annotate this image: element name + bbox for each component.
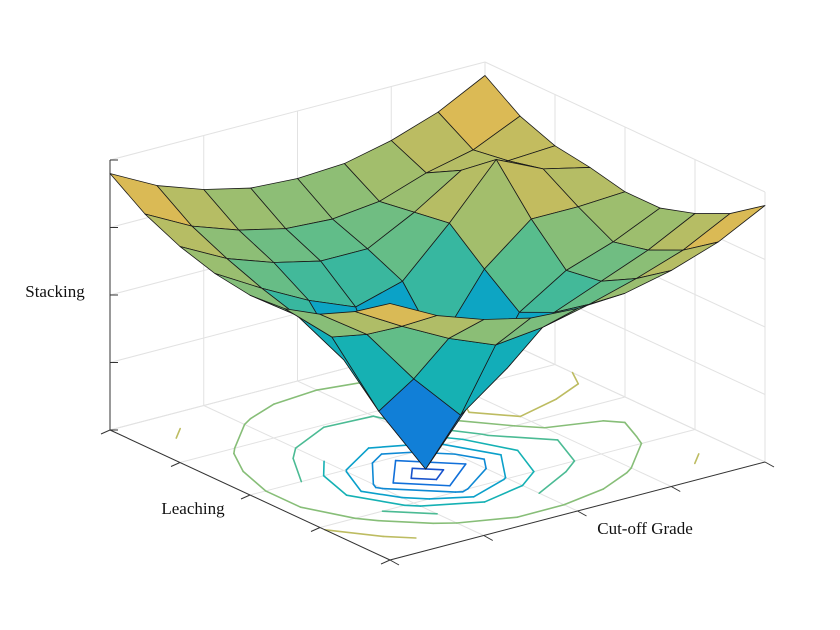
contour-segment: [410, 477, 438, 481]
contour-segment: [294, 426, 325, 449]
contour-segment: [516, 503, 565, 518]
tick-mark: [764, 461, 775, 468]
contour-segment: [381, 487, 457, 493]
contour-segment: [345, 494, 406, 507]
contour-segment: [602, 471, 628, 490]
contour-segment: [360, 490, 403, 499]
grid-line: [484, 331, 766, 463]
contour-segment: [381, 510, 438, 515]
contour-segment: [401, 496, 431, 500]
z-axis-label: Stacking: [25, 282, 85, 301]
contour-segment: [565, 460, 576, 473]
contour-segment: [264, 490, 302, 508]
grid-line: [484, 61, 766, 193]
contour-segment: [472, 478, 505, 498]
contour-segment: [233, 452, 244, 473]
contour-segment: [516, 449, 535, 473]
contour-segment: [410, 467, 414, 480]
contour-segment: [563, 488, 605, 506]
contour-segment: [292, 457, 303, 483]
y-axis-label: Leaching: [161, 499, 225, 518]
contour-segment: [411, 467, 445, 471]
contour-segment: [624, 421, 638, 438]
contour-segment: [380, 451, 415, 455]
contour-segment: [467, 467, 487, 490]
x-axis-label: Cut-off Grade: [597, 519, 693, 538]
contour-segment: [556, 439, 576, 462]
contour-segment: [442, 443, 502, 456]
contour-segment: [462, 488, 469, 493]
contour-segment: [354, 517, 380, 522]
tick-mark: [577, 510, 587, 517]
contour-segment: [449, 463, 467, 487]
contour-segment: [483, 484, 524, 503]
contour-segment: [249, 403, 275, 420]
contour-segment: [435, 469, 445, 481]
tick-mark: [240, 494, 251, 500]
contour-segment: [345, 470, 362, 493]
contour-segment: [233, 447, 236, 455]
contour-segment: [175, 427, 182, 439]
contour-segment: [404, 504, 422, 507]
tick-mark: [483, 535, 493, 541]
contour-segment: [462, 438, 519, 452]
contour-segment: [693, 453, 700, 465]
contour-segment: [454, 453, 486, 460]
contour-segment: [382, 535, 417, 539]
contour-segment: [487, 434, 559, 441]
tick-mark: [170, 462, 181, 467]
contour-segment: [602, 420, 626, 424]
contour-segment: [345, 447, 370, 471]
contour-segment: [299, 506, 356, 520]
contour-segment: [456, 516, 519, 524]
contour-segment: [483, 458, 487, 470]
tick-mark: [100, 429, 111, 435]
tick-mark: [310, 527, 321, 532]
contour-segment: [635, 435, 643, 445]
contour-segment: [428, 496, 475, 500]
contour-segment: [543, 420, 604, 429]
contour-segment: [630, 442, 643, 469]
grid-line: [319, 429, 696, 528]
contour-segment: [468, 411, 522, 418]
contour-segment: [538, 470, 567, 495]
contour-segment: [242, 470, 267, 492]
contour-segment: [392, 482, 451, 487]
contour-segment: [322, 474, 348, 496]
contour-segment: [377, 519, 434, 525]
contour-segment: [273, 389, 318, 405]
contour-segment: [481, 433, 489, 437]
contour-segment: [392, 459, 397, 484]
grid-line: [109, 61, 486, 161]
contour-segment: [371, 453, 383, 464]
contour-segment: [323, 415, 375, 429]
contour-segment: [324, 529, 384, 538]
contour-segment: [500, 454, 507, 479]
contour-segment: [419, 501, 486, 507]
tick-mark: [380, 559, 391, 565]
contour-segment: [454, 419, 516, 427]
tick-mark: [389, 559, 400, 566]
contour-segment: [519, 398, 558, 418]
contour-segment: [375, 486, 384, 490]
contour-segment: [626, 467, 633, 474]
contour-segment: [521, 470, 535, 487]
surface-patch: [354, 303, 438, 327]
contour-segment: [292, 447, 297, 460]
contour-segment: [571, 371, 580, 385]
contour-segment: [243, 417, 252, 426]
tick-mark: [671, 486, 681, 492]
contour-segment: [233, 423, 246, 450]
contour-segment: [371, 462, 375, 486]
contour-segment: [513, 425, 546, 429]
contour-segment: [555, 383, 580, 400]
